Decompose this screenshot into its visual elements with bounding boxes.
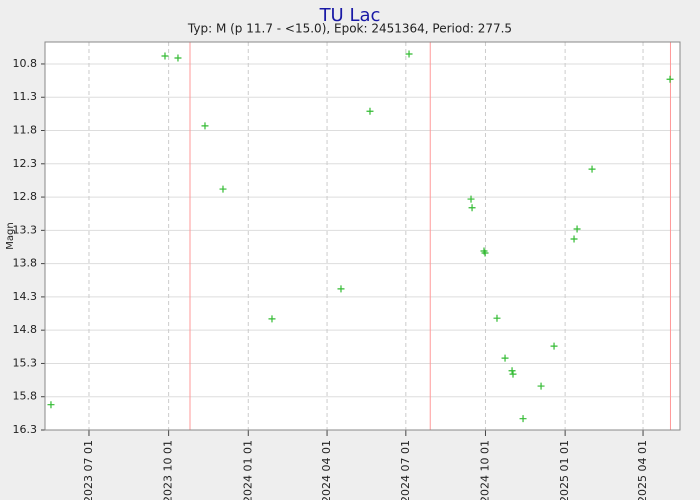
data-point (666, 75, 674, 83)
data-point (468, 204, 476, 212)
data-point (161, 52, 169, 60)
chart-title: TU Lac (319, 5, 381, 26)
y-tick-label: 11.3 (13, 90, 38, 103)
y-tick-label: 14.8 (13, 323, 38, 336)
x-tick-label: 2024 01 01 (241, 440, 254, 500)
y-tick-label: 14.3 (13, 290, 38, 303)
x-tick-label: 2025 01 01 (558, 440, 571, 500)
data-point (570, 235, 578, 243)
plot-frame (44, 41, 681, 431)
data-point (508, 367, 516, 375)
data-point (467, 195, 475, 203)
data-point (174, 54, 182, 62)
y-tick-label: 10.8 (13, 57, 38, 70)
data-point (493, 314, 501, 322)
x-tick-label: 2024 04 01 (320, 440, 333, 500)
data-point (501, 354, 509, 362)
data-point (47, 401, 55, 409)
y-tick-label: 11.8 (13, 124, 38, 137)
y-axis-label: Magn (5, 222, 16, 249)
y-tick-label: 12.3 (13, 157, 38, 170)
x-tick-label: 2024 07 01 (399, 440, 412, 500)
data-point (573, 225, 581, 233)
x-tick-label: 2024 10 01 (478, 440, 491, 500)
data-point (537, 382, 545, 390)
plot-area (45, 42, 680, 430)
y-tick-label: 15.8 (13, 390, 38, 403)
y-tick-label: 13.3 (13, 223, 38, 236)
data-point (219, 185, 227, 193)
data-point (509, 370, 517, 378)
y-tick-label: 15.3 (13, 356, 38, 369)
data-point (481, 249, 489, 257)
data-point (588, 165, 596, 173)
data-point (366, 107, 374, 115)
data-point (405, 50, 413, 58)
data-point (201, 122, 209, 130)
x-tick-label: 2023 10 01 (162, 440, 175, 500)
y-tick-label: 12.8 (13, 190, 38, 203)
data-point (519, 415, 527, 423)
y-tick-label: 13.8 (13, 257, 38, 270)
chart-subtitle: Typ: M (p 11.7 - <15.0), Epok: 2451364, … (187, 22, 512, 36)
data-point (550, 342, 558, 350)
data-point (268, 315, 276, 323)
x-tick-label: 2023 07 01 (82, 440, 95, 500)
data-point (337, 285, 345, 293)
y-tick-label: 16.3 (13, 423, 38, 436)
x-tick-label: 2025 04 01 (636, 440, 649, 500)
